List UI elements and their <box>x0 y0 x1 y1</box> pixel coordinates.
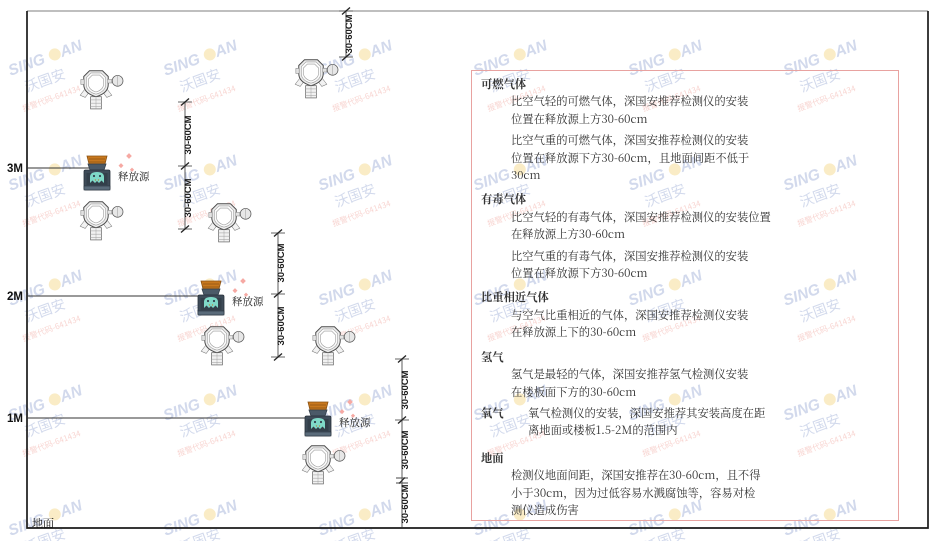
svg-text:30-60CM: 30-60CM <box>400 430 411 469</box>
svg-text:1M: 1M <box>7 413 23 425</box>
svg-text:30-60CM: 30-60CM <box>276 243 287 282</box>
svg-text:释放源: 释放源 <box>339 415 371 430</box>
svg-text:3M: 3M <box>7 163 23 175</box>
svg-text:30-60CM: 30-60CM <box>183 178 194 217</box>
svg-text:30-60CM: 30-60CM <box>276 306 287 345</box>
svg-text:30-60CM: 30-60CM <box>344 14 355 53</box>
svg-text:30-60CM: 30-60CM <box>183 115 194 154</box>
svg-text:释放源: 释放源 <box>232 294 264 309</box>
svg-text:30-60CM: 30-60CM <box>400 370 411 409</box>
svg-text:释放源: 释放源 <box>118 169 150 184</box>
svg-text:30-60CM: 30-60CM <box>400 484 411 523</box>
svg-text:2M: 2M <box>7 291 23 303</box>
svg-text:地面: 地面 <box>32 515 54 531</box>
